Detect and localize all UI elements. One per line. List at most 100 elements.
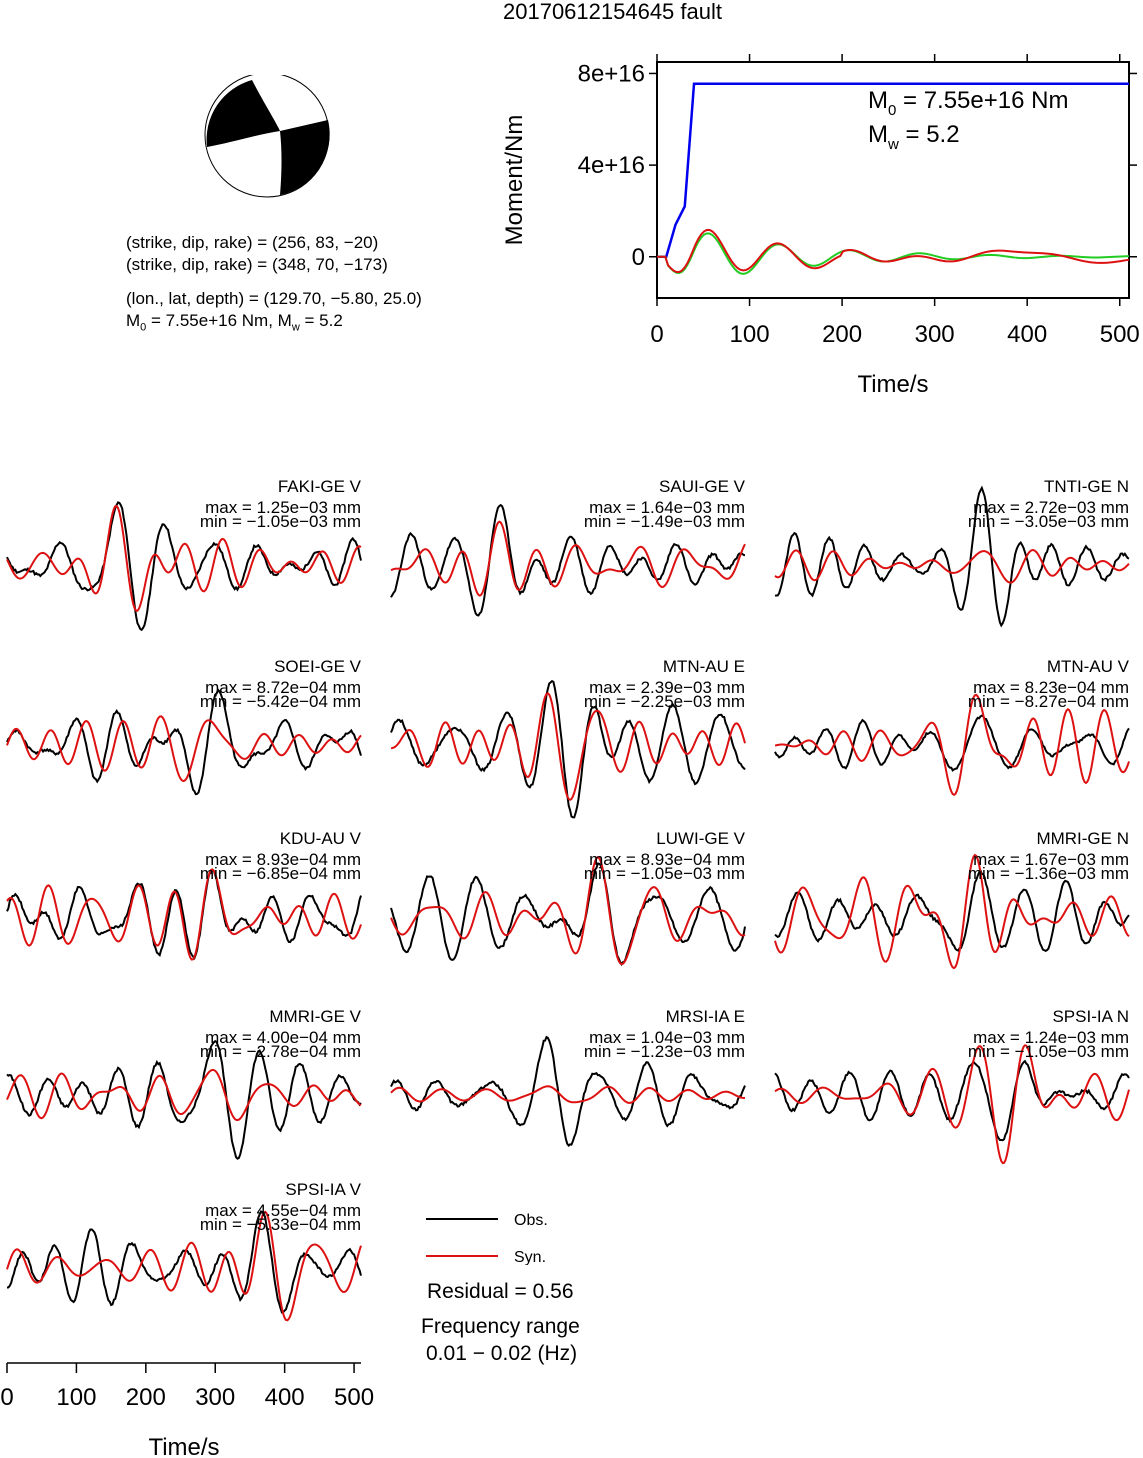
station-max: max = 1.67e−03 mm bbox=[973, 850, 1129, 869]
station-label: LUWI-GE V bbox=[656, 829, 745, 848]
bottom-x-tick-label: 500 bbox=[334, 1384, 374, 1411]
station-label: TNTI-GE N bbox=[1044, 477, 1129, 496]
station-label: SOEI-GE V bbox=[274, 657, 362, 676]
observed-trace bbox=[390, 862, 746, 967]
moment-chart: 0 4e+16 8e+16 0 100 200 300 400 500 Moment/Nm Ti… bbox=[501, 54, 1140, 398]
synthetic-trace bbox=[6, 504, 362, 612]
focal-plane-2: (strike, dip, rake) = (348, 70, −173) bbox=[126, 255, 388, 274]
station-max: max = 2.39e−03 mm bbox=[589, 678, 745, 697]
station-min: min = −1.05e−03 mm bbox=[968, 1042, 1129, 1061]
synthetic-trace bbox=[774, 549, 1130, 584]
station-label: SPSI-IA N bbox=[1052, 1007, 1129, 1026]
station-label: MMRI-GE V bbox=[269, 1007, 361, 1026]
y-tick-label: 4e+16 bbox=[578, 152, 645, 179]
moment-rate-line-2 bbox=[657, 228, 1130, 273]
observed-trace bbox=[774, 868, 1130, 953]
station-label: KDU-AU V bbox=[280, 829, 362, 848]
legend: Obs. Syn. bbox=[426, 1212, 548, 1265]
plot-frame bbox=[656, 61, 1130, 299]
x-tick-label: 300 bbox=[915, 321, 955, 348]
focal-plane-1: (strike, dip, rake) = (256, 83, −20) bbox=[126, 233, 379, 252]
station-max: max = 8.93e−04 mm bbox=[589, 850, 745, 869]
mw-annotation: Mw = 5.2 bbox=[868, 121, 960, 153]
station-min: min = −1.05e−03 mm bbox=[200, 512, 361, 531]
synthetic-trace bbox=[390, 1085, 746, 1104]
y-axis-label: Moment/Nm bbox=[501, 115, 528, 246]
station-label: SAUI-GE V bbox=[659, 477, 746, 496]
station-min: min = −1.49e−03 mm bbox=[584, 512, 745, 531]
moment-info: M0 = 7.55e+16 Nm, Mw = 5.2 bbox=[126, 311, 343, 334]
station-max: max = 4.55e−04 mm bbox=[205, 1201, 361, 1220]
bottom-time-axis: Time/s 0 100 200 300 400 500 bbox=[0, 1362, 374, 1458]
station-label: MRSI-IA E bbox=[666, 1007, 745, 1026]
station-label: FAKI-GE V bbox=[278, 477, 362, 496]
m0-annotation: M0 = 7.55e+16 Nm bbox=[868, 87, 1068, 119]
x-tick-label: 100 bbox=[730, 321, 770, 348]
observed-trace bbox=[6, 868, 362, 960]
bottom-x-tick-label: 100 bbox=[56, 1384, 96, 1411]
x-tick-label: 500 bbox=[1100, 321, 1140, 348]
station-min: min = −5.42e−04 mm bbox=[200, 692, 361, 711]
obs-legend-label: Obs. bbox=[514, 1212, 548, 1229]
synthetic-trace bbox=[6, 1068, 362, 1122]
observed-trace bbox=[774, 1059, 1130, 1142]
x-tick-label: 400 bbox=[1007, 321, 1047, 348]
observed-trace bbox=[6, 1209, 362, 1314]
station-min: min = −1.05e−03 mm bbox=[584, 864, 745, 883]
bottom-x-tick-label: 300 bbox=[195, 1384, 235, 1411]
y-tick-label: 0 bbox=[632, 244, 645, 271]
station-min: min = −2.25e−03 mm bbox=[584, 692, 745, 711]
x-tick-label: 0 bbox=[650, 321, 663, 348]
location-info: (lon., lat, depth) = (129.70, −5.80, 25.… bbox=[126, 289, 422, 308]
station-max: max = 1.24e−03 mm bbox=[973, 1028, 1129, 1047]
station-label: MTN-AU V bbox=[1047, 657, 1130, 676]
station-min: min = −5.33e−04 mm bbox=[200, 1215, 361, 1234]
bottom-x-label: Time/s bbox=[148, 1434, 219, 1458]
station-max: max = 8.93e−04 mm bbox=[205, 850, 361, 869]
frequency-title: Frequency range bbox=[421, 1315, 580, 1338]
synthetic-trace bbox=[6, 868, 362, 961]
observed-trace bbox=[390, 503, 746, 617]
station-min: min = −6.85e−04 mm bbox=[200, 864, 361, 883]
station-max: max = 8.72e−04 mm bbox=[205, 678, 361, 697]
syn-legend-label: Syn. bbox=[514, 1249, 546, 1265]
synthetic-trace bbox=[774, 693, 1130, 797]
synthetic-trace bbox=[6, 1210, 362, 1322]
station-min: min = −2.78e−04 mm bbox=[200, 1042, 361, 1061]
observed-trace bbox=[6, 687, 362, 796]
station-max: max = 2.72e−03 mm bbox=[973, 498, 1129, 517]
synthetic-trace bbox=[774, 1044, 1130, 1165]
observed-trace bbox=[390, 1035, 746, 1147]
station-max: max = 1.04e−03 mm bbox=[589, 1028, 745, 1047]
station-min: min = −1.23e−03 mm bbox=[584, 1042, 745, 1061]
synthetic-trace bbox=[390, 855, 746, 966]
station-max: max = 1.64e−03 mm bbox=[589, 498, 745, 517]
synthetic-trace bbox=[774, 853, 1130, 970]
page-title: 20170612154645 fault bbox=[503, 0, 722, 24]
station-label: SPSI-IA V bbox=[285, 1180, 361, 1199]
bottom-x-tick-label: 0 bbox=[0, 1384, 13, 1411]
bottom-x-tick-label: 400 bbox=[265, 1384, 305, 1411]
residual-label: Residual = 0.56 bbox=[427, 1280, 574, 1303]
beachball-icon bbox=[204, 75, 330, 198]
synthetic-trace bbox=[6, 715, 362, 783]
bottom-x-tick-label: 200 bbox=[126, 1384, 166, 1411]
synthetic-trace bbox=[390, 520, 746, 597]
x-tick-label: 200 bbox=[822, 321, 862, 348]
frequency-value: 0.01 − 0.02 (Hz) bbox=[426, 1342, 578, 1365]
station-max: max = 4.00e−04 mm bbox=[205, 1028, 361, 1047]
station-min: min = −1.36e−03 mm bbox=[968, 864, 1129, 883]
observed-trace bbox=[774, 485, 1130, 628]
